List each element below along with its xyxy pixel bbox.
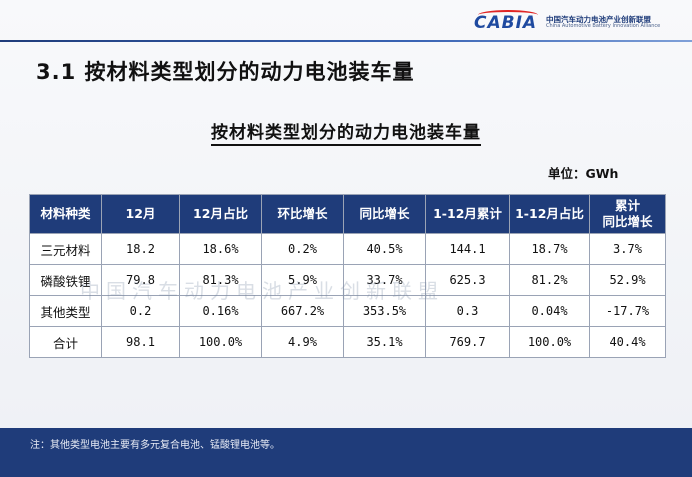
cell-value: 100.0% [179, 326, 262, 358]
cabia-logo-mark: CABIA [474, 10, 542, 36]
cell-value: 144.1 [425, 233, 510, 265]
footer-bar: 注：其他类型电池主要有多元复合电池、锰酸锂电池等。 [0, 428, 692, 477]
cell-value: 33.7% [343, 264, 426, 296]
header-material-type: 材料种类 [29, 194, 102, 234]
cell-value: 18.6% [179, 233, 262, 265]
logo-name-cn: 中国汽车动力电池产业创新联盟 [546, 15, 651, 25]
header-cumulative-yoy-line2: 同比增长 [602, 214, 653, 229]
cell-value: 353.5% [343, 295, 426, 327]
cell-value: 98.1 [101, 326, 180, 358]
cell-value: 18.7% [509, 233, 590, 265]
cell-value: 769.7 [425, 326, 510, 358]
cell-value: 4.9% [261, 326, 344, 358]
table-row-lfp: 磷酸铁锂 79.8 81.3% 5.9% 33.7% 625.3 81.2% 5… [29, 264, 666, 296]
cell-value: 40.5% [343, 233, 426, 265]
table-row-ternary: 三元材料 18.2 18.6% 0.2% 40.5% 144.1 18.7% 3… [29, 233, 666, 265]
header-december-share: 12月占比 [179, 194, 262, 234]
header-mom-growth: 环比增长 [261, 194, 344, 234]
footer-note: 注：其他类型电池主要有多元复合电池、锰酸锂电池等。 [30, 440, 280, 451]
header-divider [0, 40, 692, 42]
table-row-other: 其他类型 0.2 0.16% 667.2% 353.5% 0.3 0.04% -… [29, 295, 666, 327]
cell-value: -17.7% [589, 295, 666, 327]
cell-value: 81.2% [509, 264, 590, 296]
logo-wordmark: CABIA [474, 13, 538, 33]
table-header-row: 材料种类 12月 12月占比 环比增长 同比增长 1-12月累计 1-12月占比… [29, 194, 666, 234]
cell-material: 其他类型 [29, 295, 102, 327]
header-december: 12月 [101, 194, 180, 234]
cell-value: 35.1% [343, 326, 426, 358]
cell-material: 磷酸铁锂 [29, 264, 102, 296]
table-row-total: 合计 98.1 100.0% 4.9% 35.1% 769.7 100.0% 4… [29, 326, 666, 358]
cell-value: 625.3 [425, 264, 510, 296]
cell-value: 100.0% [509, 326, 590, 358]
table-title: 按材料类型划分的动力电池装车量 [0, 118, 692, 146]
cell-value: 0.16% [179, 295, 262, 327]
cell-value: 52.9% [589, 264, 666, 296]
battery-volume-table: 材料种类 12月 12月占比 环比增长 同比增长 1-12月累计 1-12月占比… [29, 194, 666, 358]
cell-value: 18.2 [101, 233, 180, 265]
logo-swoosh-icon [478, 10, 538, 20]
cell-value: 0.3 [425, 295, 510, 327]
cell-value: 0.2% [261, 233, 344, 265]
cell-value: 81.3% [179, 264, 262, 296]
logo-name-en: China Automotive Battery Innovation Alli… [546, 23, 661, 30]
unit-label: 单位：GWh [548, 166, 619, 181]
cell-material: 三元材料 [29, 233, 102, 265]
header-cumulative-yoy-line1: 累计 [614, 198, 640, 214]
section-title: 3.1 按材料类型划分的动力电池装车量 [36, 60, 415, 84]
header-ytd-share: 1-12月占比 [509, 194, 590, 234]
logo-text: 中国汽车动力电池产业创新联盟 China Automotive Battery … [546, 15, 661, 30]
cell-material: 合计 [29, 326, 102, 358]
header-cumulative-yoy: 累计 同比增长 [589, 194, 666, 234]
cell-value: 3.7% [589, 233, 666, 265]
header-yoy-growth: 同比增长 [343, 194, 426, 234]
cell-value: 667.2% [261, 295, 344, 327]
cell-value: 79.8 [101, 264, 180, 296]
cabia-logo: CABIA 中国汽车动力电池产业创新联盟 China Automotive Ba… [474, 10, 686, 36]
header-ytd-cumulative: 1-12月累计 [425, 194, 510, 234]
table-title-text: 按材料类型划分的动力电池装车量 [211, 123, 481, 146]
cell-value: 40.4% [589, 326, 666, 358]
cell-value: 0.04% [509, 295, 590, 327]
cell-value: 0.2 [101, 295, 180, 327]
cell-value: 5.9% [261, 264, 344, 296]
